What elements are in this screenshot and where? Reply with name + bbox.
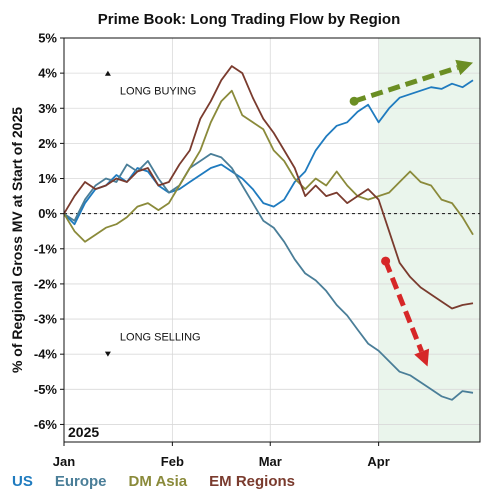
trend-arrow-shaft bbox=[353, 65, 459, 104]
annotation-arrow-head bbox=[104, 70, 111, 76]
y-tick-label: 3% bbox=[38, 101, 57, 116]
trend-arrow-head bbox=[414, 348, 430, 367]
shaded-region bbox=[378, 38, 480, 442]
legend-item-europe: Europe bbox=[55, 473, 107, 490]
plot-background bbox=[64, 38, 480, 442]
plot-frame bbox=[63, 37, 481, 443]
legend-item-dm-asia: DM Asia bbox=[129, 473, 188, 490]
legend-item-us: US bbox=[12, 473, 33, 490]
y-tick-label: -4% bbox=[34, 347, 58, 362]
annotation-layer: LONG BUYING LONG SELLING bbox=[104, 59, 474, 367]
y-tick-label: 4% bbox=[38, 66, 57, 81]
x-tick-label: Apr bbox=[367, 454, 389, 469]
series-line-dm-asia bbox=[63, 89, 474, 243]
trend-arrow-shaft bbox=[383, 260, 424, 353]
chart-title: Prime Book: Long Trading Flow by Region bbox=[98, 11, 401, 28]
y-tick-label: 1% bbox=[38, 171, 57, 186]
y-tick-label: -6% bbox=[34, 417, 58, 432]
legend-item-em-regions: EM Regions bbox=[209, 473, 295, 490]
y-tick-label: 5% bbox=[38, 31, 57, 46]
y-tick-label: -3% bbox=[34, 312, 58, 327]
y-tick-label: -1% bbox=[34, 241, 58, 256]
series-line-us bbox=[63, 79, 474, 226]
x-tick-label: Feb bbox=[161, 454, 184, 469]
y-tick-label: -2% bbox=[34, 276, 58, 291]
y-tick-label: 2% bbox=[38, 136, 57, 151]
trend-arrow-head bbox=[455, 59, 474, 76]
series-line-europe bbox=[63, 152, 474, 401]
year-label: 2025 bbox=[68, 424, 99, 440]
annotation-text: LONG SELLING bbox=[120, 332, 201, 344]
series-layer bbox=[63, 65, 474, 401]
series-line-em-regions bbox=[63, 65, 474, 310]
y-tick-label: 0% bbox=[38, 206, 57, 221]
legend: US Europe DM Asia EM Regions bbox=[12, 473, 295, 490]
x-tick-label: Mar bbox=[259, 454, 282, 469]
y-tick-label: -5% bbox=[34, 382, 58, 397]
annotation-arrow-head bbox=[104, 351, 111, 357]
x-tick-label: Jan bbox=[53, 454, 75, 469]
gridlines bbox=[63, 37, 480, 442]
axes: 5% 4% 3% 2% 1% 0% -1% -2% -3% -4% -5% -6% Jan Feb Mar A… bbox=[34, 31, 481, 469]
annotation-text: LONG BUYING bbox=[120, 86, 196, 98]
y-axis-label: % of Regional Gross MV at Start of 2025 bbox=[9, 107, 25, 373]
